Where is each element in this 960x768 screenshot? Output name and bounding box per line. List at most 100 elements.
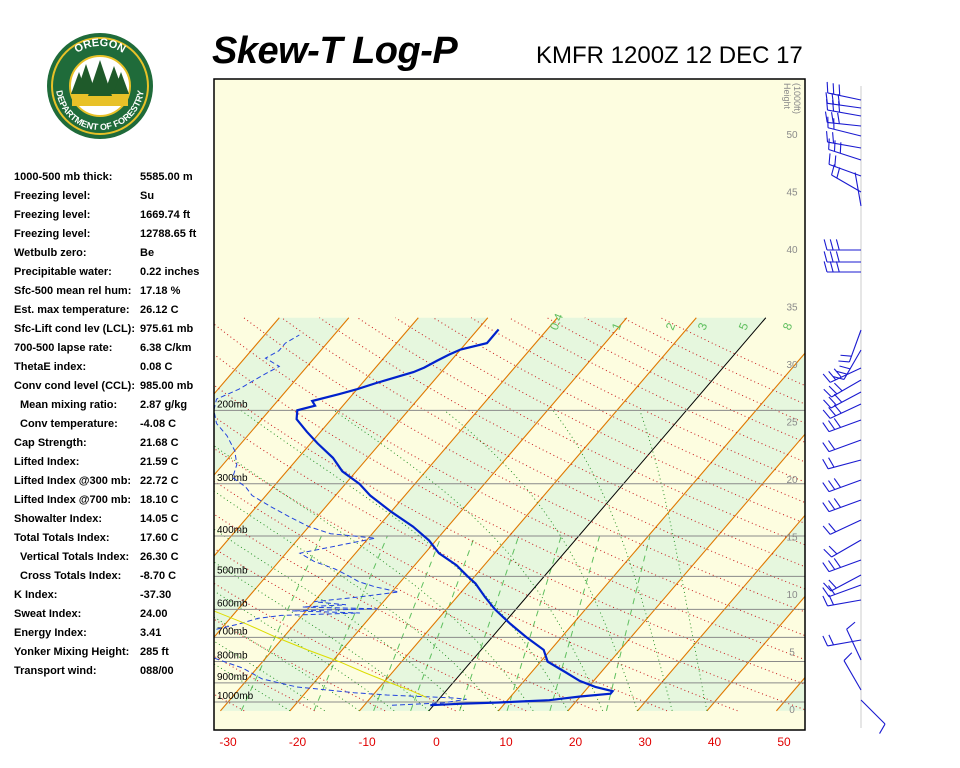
- isotherm: [846, 318, 960, 711]
- index-row: Conv temperature: -4.08 C: [14, 415, 214, 434]
- wind-barb-flag: [835, 251, 840, 263]
- temperature-tick-label: 20: [569, 735, 583, 749]
- isotherm: [706, 595, 805, 712]
- wind-barb-shaft: [843, 660, 862, 691]
- index-row: K Index: -37.30: [14, 586, 214, 605]
- index-row: Transport wind: 088/00: [14, 662, 214, 681]
- wind-barb-flag: [831, 112, 834, 124]
- index-value: 21.68 C: [140, 437, 179, 449]
- index-row: Sfc-500 mean rel hum: 17.18 %: [14, 282, 214, 301]
- wind-barb-shaft: [846, 628, 862, 661]
- wind-barb-flag: [828, 634, 835, 646]
- index-value: 24.00: [140, 608, 168, 620]
- wind-barb-flag: [823, 399, 832, 409]
- temperature-tick-label: 10: [499, 735, 513, 749]
- temperature-tick-label: -30: [219, 735, 237, 749]
- mixing-ratio-label: 0.4: [547, 311, 566, 332]
- wind-barb-flag: [831, 164, 835, 176]
- wind-barb-flag: [839, 365, 851, 370]
- wind-barb-flag: [828, 594, 835, 606]
- isotherm: [637, 514, 805, 712]
- index-label: Lifted Index @700 mb:: [14, 494, 132, 506]
- index-row: Sfc-Lift cond lev (LCL): 975.61 mb: [14, 320, 214, 339]
- index-row: Conv cond level (CCL): 985.00 mb: [14, 377, 214, 396]
- wind-barb-flag: [839, 142, 842, 154]
- wind-barb: [822, 457, 862, 470]
- station-time-label: KMFR 1200Z 12 DEC 17: [536, 42, 803, 69]
- wind-barb: [860, 699, 886, 734]
- oregon-department-of-forestry-logo: OREGON DEPARTMENT OF FORESTRY: [47, 33, 153, 139]
- index-label: Showalter Index:: [14, 513, 103, 525]
- index-row: Est. max temperature: 26.12 C: [14, 301, 214, 320]
- wind-barb-flag: [828, 560, 836, 570]
- index-label: K Index:: [14, 589, 58, 601]
- moist-adiabat: [444, 409, 638, 711]
- isotherm: [214, 317, 489, 639]
- wind-barb-flag: [822, 502, 830, 512]
- index-row: Showalter Index: 14.05 C: [14, 510, 214, 529]
- wind-barb-shaft: [848, 329, 862, 363]
- wind-barb: [846, 621, 862, 661]
- index-value: 6.38 C/km: [140, 342, 192, 354]
- wind-barb-flag: [828, 385, 838, 395]
- wind-barb-flag: [828, 407, 837, 417]
- index-value: 1669.74 ft: [140, 209, 191, 221]
- index-label: Energy Index:: [14, 627, 87, 639]
- pressure-level-label: 400mb: [217, 525, 248, 536]
- index-label: Cap Strength:: [14, 437, 87, 449]
- wind-barb-flag: [836, 370, 848, 375]
- height-tick-label: 35: [786, 303, 798, 314]
- mixing-ratio-label: 5: [736, 320, 752, 332]
- isotherm: [214, 317, 419, 557]
- wind-barb: [822, 478, 862, 493]
- height-tick-label: 20: [786, 475, 798, 486]
- wind-barb: [822, 558, 862, 573]
- wind-barb: [838, 329, 862, 363]
- index-value: Su: [140, 190, 155, 202]
- wind-barb-flag: [833, 404, 842, 414]
- index-row: 700-500 lapse rate: 6.38 C/km: [14, 339, 214, 358]
- wind-barb-flag: [838, 84, 841, 96]
- index-value: 2.87 g/kg: [140, 399, 188, 411]
- wind-barb: [823, 391, 862, 409]
- height-tick-label: 50: [786, 130, 798, 141]
- mixing-ratio-label: 1: [609, 320, 625, 332]
- wind-barb-shaft: [828, 584, 862, 598]
- wind-barb-flag: [822, 442, 830, 452]
- wind-barb-flag: [836, 167, 841, 179]
- wind-barb: [843, 652, 862, 691]
- wind-barb-flag: [822, 409, 831, 419]
- height-tick-label: 25: [786, 418, 798, 429]
- index-label: Mean mixing ratio:: [20, 399, 118, 411]
- wind-barb-flag: [823, 251, 828, 263]
- wind-barb-flag: [833, 478, 842, 488]
- height-tick-label: 10: [786, 590, 798, 601]
- wind-barb-shaft: [828, 419, 862, 433]
- wind-barb-flag: [838, 101, 841, 113]
- wind-barb: [822, 634, 862, 647]
- wind-barb-flag: [828, 138, 830, 150]
- index-label: Cross Totals Index:: [20, 570, 122, 582]
- wind-barb-flag: [828, 500, 836, 510]
- height-tick-label: 5: [789, 648, 795, 659]
- index-row: Freezing level: 12788.65 ft: [14, 225, 214, 244]
- index-label: Lifted Index @300 mb:: [14, 475, 132, 487]
- index-value: 26.12 C: [140, 304, 179, 316]
- wind-barb-flag: [835, 239, 840, 251]
- index-label: Wetbulb zero:: [14, 247, 87, 259]
- wind-barb-shaft: [827, 141, 862, 149]
- index-row: Wetbulb zero: Be: [14, 244, 214, 263]
- index-value: 5585.00 m: [140, 171, 193, 183]
- index-row: Precipitable water: 0.22 inches: [14, 263, 214, 282]
- index-label: Sweat Index:: [14, 608, 82, 620]
- wind-barb-flag: [834, 155, 837, 167]
- isotherm: [0, 318, 1, 711]
- wind-barb-shaft: [860, 699, 886, 725]
- temperature-tick-label: -10: [358, 735, 376, 749]
- index-value: Be: [140, 247, 155, 259]
- plot-frame: [213, 78, 806, 731]
- wind-barb: [823, 251, 861, 263]
- index-row: Cross Totals Index: -8.70 C: [14, 567, 214, 586]
- height-tick-label: 0: [789, 705, 795, 716]
- temperature-tick-label: -20: [289, 735, 307, 749]
